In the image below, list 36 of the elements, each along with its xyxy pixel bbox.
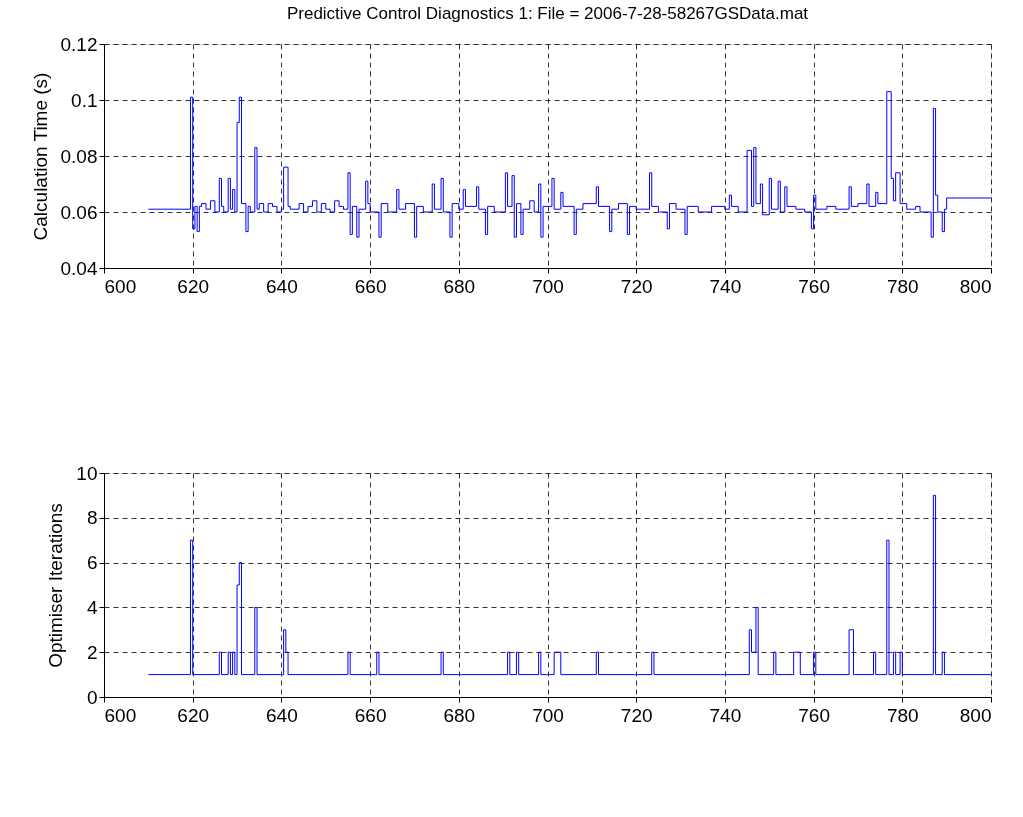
x-tick-label: 800	[959, 275, 992, 297]
x-tick-label: 700	[532, 704, 564, 726]
y-axis-title: Optimiser Iterations	[45, 503, 67, 668]
y-tick-label: 0.06	[60, 201, 98, 223]
y-tick-label: 2	[86, 641, 98, 663]
x-tick-label: 700	[532, 275, 564, 297]
y-tick-label: 0	[86, 686, 98, 708]
y-tick-label: 0.1	[71, 89, 98, 111]
x-tick-label: 740	[709, 704, 742, 726]
x-tick-label: 620	[177, 704, 210, 726]
y-tick-label: 10	[76, 462, 98, 484]
x-tick-label: 680	[443, 704, 476, 726]
x-tick-label: 760	[798, 704, 830, 726]
x-tick-label: 600	[104, 275, 137, 297]
x-tick-label: 740	[709, 275, 742, 297]
x-tick-label: 800	[959, 704, 992, 726]
y-tick-label: 4	[86, 596, 98, 618]
y-tick-label: 0.08	[60, 145, 98, 167]
x-tick-label: 620	[177, 275, 210, 297]
x-tick-label: 720	[620, 704, 653, 726]
x-tick-label: 600	[104, 704, 137, 726]
y-tick-label: 8	[86, 507, 98, 529]
x-tick-label: 720	[620, 275, 653, 297]
x-tick-label: 680	[443, 275, 476, 297]
x-tick-label: 760	[798, 275, 830, 297]
x-tick-label: 640	[266, 275, 298, 297]
y-tick-label: 0.12	[60, 33, 98, 55]
y-tick-label: 0.04	[60, 257, 98, 279]
x-tick-label: 780	[886, 704, 919, 726]
x-tick-label: 640	[266, 704, 298, 726]
chart-title: Predictive Control Diagnostics 1: File = 2006-7-28-58267GSData.mat	[286, 4, 809, 23]
y-axis-title: Calculation Time (s)	[29, 72, 51, 241]
y-tick-label: 6	[86, 552, 98, 574]
x-tick-label: 660	[354, 704, 387, 726]
x-tick-label: 660	[354, 275, 387, 297]
x-tick-label: 780	[886, 275, 919, 297]
